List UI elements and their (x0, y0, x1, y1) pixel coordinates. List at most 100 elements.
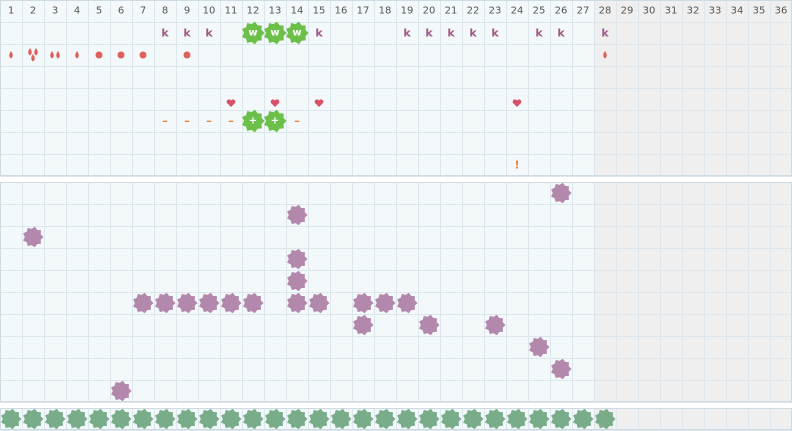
dot-icon (139, 51, 147, 59)
day-blob (419, 408, 440, 430)
day-blob (89, 408, 110, 430)
badge-label: + (249, 116, 257, 127)
entry-blob (309, 292, 330, 314)
letter-mark: k (557, 27, 565, 40)
dot-icon (95, 51, 103, 59)
column-number: 14 (291, 6, 304, 17)
badge-label: w (270, 28, 279, 39)
day-blob (375, 408, 396, 430)
entry-blob (177, 292, 198, 314)
dot-icon (117, 51, 125, 59)
day-blob (595, 408, 616, 430)
column-number: 29 (621, 6, 634, 17)
column-number: 1 (8, 6, 14, 17)
letter-mark: k (491, 27, 499, 40)
column-number: 4 (74, 6, 80, 17)
entry-blob (155, 292, 176, 314)
drop-icon (56, 51, 60, 59)
day-blob (529, 408, 550, 430)
entry-blob (133, 292, 154, 314)
day-blob (243, 408, 264, 430)
entry-blob (287, 204, 308, 226)
letter-mark: k (447, 27, 455, 40)
day-blob (221, 408, 242, 430)
entry-blob (551, 182, 572, 204)
column-number: 22 (467, 6, 480, 17)
symbol-mark: ! (514, 159, 519, 172)
letter-mark: k (205, 27, 213, 40)
entry-blob (287, 292, 308, 314)
column-number: 12 (247, 6, 260, 17)
entry-blob (529, 336, 550, 358)
day-blob (45, 408, 66, 430)
day-blob (177, 408, 198, 430)
column-number: 35 (753, 6, 766, 17)
column-number: 36 (775, 6, 788, 17)
column-number: 19 (401, 6, 414, 17)
column-number: 9 (184, 6, 190, 17)
entry-blob (485, 314, 506, 336)
heart-icon (314, 99, 324, 107)
badge-label: w (248, 28, 257, 39)
column-number: 34 (731, 6, 744, 17)
symbol-mark: – (206, 115, 212, 128)
column-number: 23 (489, 6, 502, 17)
entry-blob (419, 314, 440, 336)
entry-blob (375, 292, 396, 314)
heart-icon (226, 99, 236, 107)
entry-blob (221, 292, 242, 314)
entry-blob (551, 358, 572, 380)
day-blob (199, 408, 220, 430)
day-blob (485, 408, 506, 430)
day-blob (353, 408, 374, 430)
symbol-mark: – (228, 115, 234, 128)
column-number: 10 (203, 6, 216, 17)
day-blob (287, 408, 308, 430)
day-blob (67, 408, 88, 430)
column-number: 31 (665, 6, 678, 17)
badge-label: + (271, 116, 279, 127)
day-blob (23, 408, 44, 430)
column-number: 20 (423, 6, 436, 17)
drop-icon (28, 48, 32, 56)
column-number: 16 (335, 6, 348, 17)
letter-mark: k (535, 27, 543, 40)
day-blob (507, 408, 528, 430)
letter-mark: k (425, 27, 433, 40)
column-number: 24 (511, 6, 524, 17)
column-number: 13 (269, 6, 282, 17)
drop-icon (31, 54, 35, 62)
entry-blob (111, 380, 132, 402)
entry-blob (353, 292, 374, 314)
drop-icon (34, 48, 38, 56)
column-number: 11 (225, 6, 238, 17)
entry-blob (243, 292, 264, 314)
badge (264, 109, 287, 133)
letter-mark: k (315, 27, 323, 40)
badge (242, 109, 265, 133)
entry-blob (23, 226, 44, 248)
day-blob (1, 408, 22, 430)
badge (242, 21, 265, 45)
dot-icon (183, 51, 191, 59)
column-number: 7 (140, 6, 146, 17)
inactive-bg (594, 408, 792, 430)
entry-blob (397, 292, 418, 314)
column-number: 26 (555, 6, 568, 17)
heart-icon (270, 99, 280, 107)
symbol-mark: – (184, 115, 190, 128)
column-number: 6 (118, 6, 124, 17)
drop-icon (50, 51, 54, 59)
day-blob (463, 408, 484, 430)
heart-icon (512, 99, 522, 107)
letter-mark: k (161, 27, 169, 40)
column-number: 32 (687, 6, 700, 17)
letter-mark: k (183, 27, 191, 40)
letter-mark: k (403, 27, 411, 40)
day-blob (111, 408, 132, 430)
entry-blob (199, 292, 220, 314)
letter-mark: k (601, 27, 609, 40)
badge-label: w (292, 28, 301, 39)
letter-mark: k (469, 27, 477, 40)
